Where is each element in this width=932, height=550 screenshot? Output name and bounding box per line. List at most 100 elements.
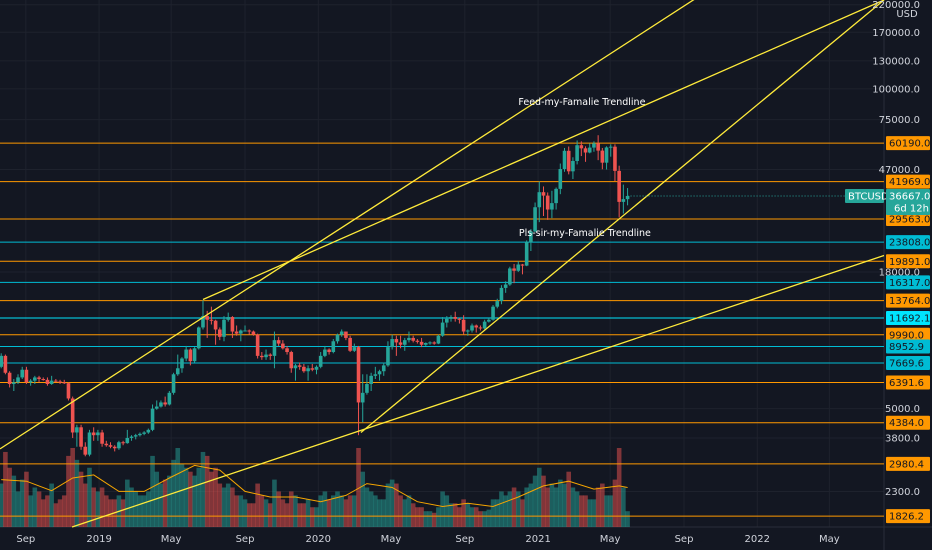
volume-bar bbox=[314, 507, 319, 527]
candle-body bbox=[453, 317, 458, 319]
time-tick-label: 2020 bbox=[306, 534, 331, 545]
long-term-support-line[interactable] bbox=[71, 254, 885, 528]
volume-bar bbox=[95, 491, 101, 527]
upper-channel-line[interactable] bbox=[0, 0, 695, 450]
volume-bar bbox=[238, 495, 244, 527]
candle-body bbox=[222, 319, 226, 337]
volume-bar bbox=[19, 479, 25, 527]
candle-body bbox=[33, 377, 37, 381]
candle-body bbox=[482, 321, 487, 329]
candle-body bbox=[117, 442, 121, 449]
volume-bar bbox=[444, 495, 450, 527]
candle-body bbox=[167, 392, 172, 405]
candle-body bbox=[260, 355, 264, 358]
candle-body bbox=[545, 195, 550, 210]
volume-bar bbox=[389, 479, 395, 527]
trendline-layer[interactable] bbox=[0, 0, 885, 528]
candle-body bbox=[566, 150, 571, 172]
candle-body bbox=[150, 408, 155, 430]
level-price-label: 2980.4 bbox=[889, 459, 924, 470]
volume-bar bbox=[141, 495, 147, 527]
symbol-tag bbox=[845, 188, 884, 203]
price-tick-label: 3800.0 bbox=[885, 433, 920, 444]
price-tick-label: 75000.0 bbox=[879, 115, 920, 126]
candle-body bbox=[390, 339, 394, 348]
candle-body bbox=[587, 147, 592, 153]
volume-bar bbox=[423, 511, 429, 527]
volume-bar bbox=[61, 495, 67, 527]
volume-bar bbox=[175, 448, 181, 527]
volume-bar bbox=[120, 499, 126, 527]
volume-bar bbox=[309, 507, 315, 527]
annotation-layer[interactable]: Feed-my-Famalie Trendline Pls-sir-my-Fama… bbox=[518, 97, 651, 239]
candle-body bbox=[75, 427, 79, 433]
volume-bar bbox=[507, 491, 513, 527]
candle-body bbox=[491, 306, 495, 320]
candle-body bbox=[163, 402, 167, 405]
candle-body bbox=[171, 374, 176, 393]
price-axis[interactable]: USD 220000.0 170000.0 130000.0 100000.0 7500… bbox=[872, 0, 930, 524]
candle-body bbox=[352, 347, 357, 351]
volume-bar bbox=[267, 503, 273, 527]
time-tick-label: Sep bbox=[16, 534, 35, 545]
trendline-annotation[interactable]: Feed-my-Famalie Trendline bbox=[518, 97, 645, 108]
candle-body bbox=[209, 319, 214, 321]
candle-countdown-label: 6d 12h bbox=[894, 203, 929, 214]
volume-bar bbox=[566, 471, 572, 527]
candle-body bbox=[125, 437, 130, 444]
volume-bar bbox=[360, 471, 366, 527]
volume-bar bbox=[595, 487, 601, 527]
candle-body bbox=[499, 287, 504, 302]
volume-bar bbox=[499, 491, 504, 527]
candle-body bbox=[398, 342, 403, 345]
last-price-label: 36667.0 bbox=[889, 191, 930, 202]
candle-body bbox=[487, 319, 491, 322]
pls-sir-my-famalie-trendline[interactable] bbox=[360, 0, 885, 433]
volume-bar bbox=[549, 483, 555, 527]
volume-bar bbox=[612, 479, 618, 527]
level-price-label: 19891.0 bbox=[889, 257, 930, 268]
volume-bar bbox=[82, 483, 88, 527]
candle-body bbox=[466, 330, 470, 332]
price-tick-label: 170000.0 bbox=[872, 28, 920, 39]
feed-my-famalie-trendline[interactable] bbox=[202, 0, 885, 301]
volume-bar bbox=[259, 495, 265, 527]
candle-body bbox=[604, 147, 609, 163]
candle-body bbox=[0, 355, 4, 367]
symbol-label: BTCUSD bbox=[848, 191, 889, 202]
volume-bar bbox=[28, 495, 33, 527]
candle-body bbox=[411, 337, 415, 341]
level-price-tag bbox=[886, 136, 930, 151]
time-tick-label: 2021 bbox=[525, 534, 550, 545]
candle-body bbox=[550, 203, 554, 210]
volume-layer bbox=[0, 448, 630, 527]
candle-body bbox=[7, 372, 12, 384]
level-price-label: 13764.0 bbox=[889, 296, 930, 307]
volume-bar bbox=[293, 495, 298, 527]
volume-bar bbox=[608, 495, 614, 527]
candle-body bbox=[318, 355, 323, 367]
volume-bar bbox=[108, 499, 113, 527]
candle-body bbox=[54, 380, 58, 382]
candle-body bbox=[302, 366, 306, 372]
candle-body bbox=[558, 169, 563, 189]
volume-bar bbox=[331, 495, 336, 527]
candle-body bbox=[440, 322, 445, 336]
candle-body bbox=[583, 148, 588, 153]
volume-bar bbox=[621, 487, 626, 527]
candle-body bbox=[407, 337, 411, 341]
volume-bar bbox=[242, 499, 248, 527]
volume-bar bbox=[103, 495, 109, 527]
volume-bar bbox=[394, 483, 399, 527]
time-axis[interactable]: Sep 2019 May Sep 2020 May Sep 2021 May Sep 2022 May bbox=[16, 534, 839, 545]
volume-bar bbox=[587, 499, 593, 527]
volume-bar bbox=[49, 483, 54, 527]
trendline-annotation[interactable]: Pls-sir-my-Famalie Trendline bbox=[519, 228, 651, 239]
volume-bar bbox=[511, 487, 517, 527]
candle-body bbox=[613, 146, 617, 171]
volume-bar bbox=[53, 503, 59, 527]
candle-body bbox=[445, 318, 449, 323]
volume-bar bbox=[452, 503, 458, 527]
